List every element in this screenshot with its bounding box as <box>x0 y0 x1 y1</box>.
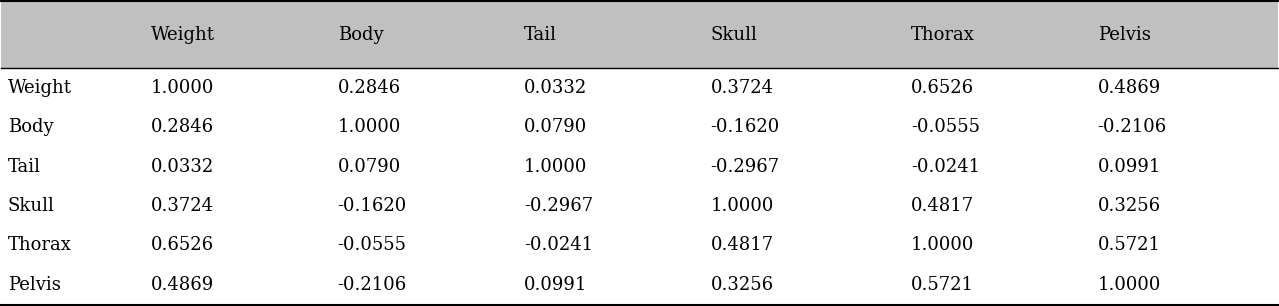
Text: Body: Body <box>8 118 54 136</box>
Text: 0.4869: 0.4869 <box>1097 79 1161 97</box>
Text: -0.2967: -0.2967 <box>524 197 593 215</box>
Text: 0.3256: 0.3256 <box>1097 197 1161 215</box>
Text: Pelvis: Pelvis <box>8 276 60 294</box>
Text: Skull: Skull <box>710 26 757 44</box>
Text: Pelvis: Pelvis <box>1097 26 1150 44</box>
Text: 0.3724: 0.3724 <box>151 197 214 215</box>
Text: -0.1620: -0.1620 <box>338 197 407 215</box>
Text: 1.0000: 1.0000 <box>1097 276 1161 294</box>
Text: 0.0790: 0.0790 <box>338 158 400 176</box>
Text: -0.0241: -0.0241 <box>911 158 980 176</box>
Text: 0.4869: 0.4869 <box>151 276 215 294</box>
Text: -0.0555: -0.0555 <box>911 118 980 136</box>
Text: -0.2967: -0.2967 <box>710 158 779 176</box>
Text: Thorax: Thorax <box>8 237 72 255</box>
Text: 0.0991: 0.0991 <box>1097 158 1161 176</box>
Text: 1.0000: 1.0000 <box>338 118 400 136</box>
Text: -0.0555: -0.0555 <box>338 237 407 255</box>
Text: Skull: Skull <box>8 197 55 215</box>
Text: 1.0000: 1.0000 <box>524 158 587 176</box>
Text: 0.4817: 0.4817 <box>911 197 975 215</box>
Text: Body: Body <box>338 26 384 44</box>
Text: 0.4817: 0.4817 <box>710 237 774 255</box>
Text: 0.5721: 0.5721 <box>1097 237 1160 255</box>
Text: 0.0790: 0.0790 <box>524 118 587 136</box>
Text: Weight: Weight <box>8 79 72 97</box>
Text: 0.3724: 0.3724 <box>710 79 774 97</box>
Text: Weight: Weight <box>151 26 215 44</box>
Text: 0.5721: 0.5721 <box>911 276 975 294</box>
Text: 1.0000: 1.0000 <box>151 79 215 97</box>
Text: 0.2846: 0.2846 <box>338 79 400 97</box>
Text: 1.0000: 1.0000 <box>710 197 774 215</box>
Text: 0.0332: 0.0332 <box>524 79 587 97</box>
Text: -0.2106: -0.2106 <box>338 276 407 294</box>
Text: 0.6526: 0.6526 <box>911 79 975 97</box>
Text: -0.2106: -0.2106 <box>1097 118 1166 136</box>
Text: 0.2846: 0.2846 <box>151 118 215 136</box>
Text: Tail: Tail <box>8 158 41 176</box>
Text: 1.0000: 1.0000 <box>911 237 975 255</box>
Text: -0.0241: -0.0241 <box>524 237 593 255</box>
Text: 0.3256: 0.3256 <box>710 276 774 294</box>
Text: 0.0991: 0.0991 <box>524 276 587 294</box>
Text: Thorax: Thorax <box>911 26 975 44</box>
Text: Tail: Tail <box>524 26 556 44</box>
Text: 0.0332: 0.0332 <box>151 158 215 176</box>
Bar <box>1 2 1278 68</box>
Text: -0.1620: -0.1620 <box>710 118 780 136</box>
Text: 0.6526: 0.6526 <box>151 237 215 255</box>
